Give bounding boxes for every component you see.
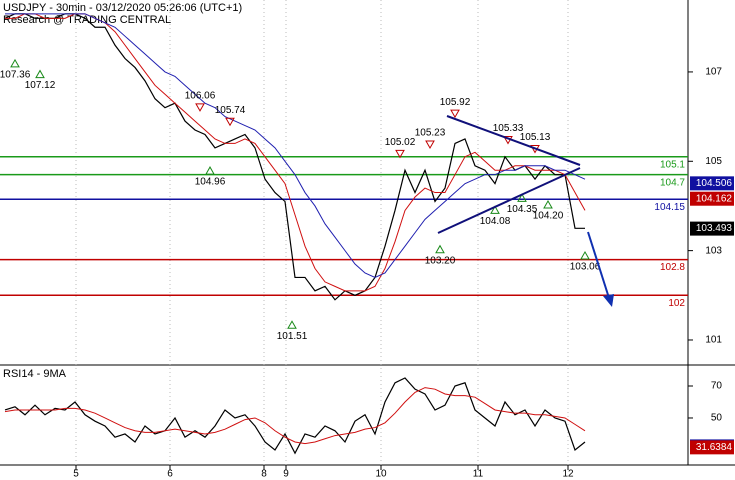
swing-high-label: 106.06 bbox=[185, 91, 216, 102]
level-label-bg bbox=[640, 176, 686, 189]
swing-low-label: 104.35 bbox=[507, 204, 538, 215]
x-tick-label: 9 bbox=[283, 469, 289, 480]
pattern bbox=[437, 115, 581, 234]
level-label-bg bbox=[640, 261, 686, 274]
x-tick-label: 8 bbox=[261, 469, 267, 480]
x-tick-label: 5 bbox=[73, 469, 79, 480]
y-tick-label: 107 bbox=[705, 67, 722, 78]
swing-low-marker bbox=[543, 200, 553, 209]
swing-low-marker bbox=[435, 244, 445, 254]
swing-low-marker bbox=[205, 166, 215, 175]
arrow bbox=[587, 231, 614, 307]
swing-high-label: 105.13 bbox=[520, 132, 551, 143]
level-label-bg bbox=[640, 297, 686, 310]
level-label-bg bbox=[640, 158, 686, 171]
x-tick-label: 6 bbox=[167, 469, 173, 480]
swing-high-label: 105.92 bbox=[440, 97, 471, 108]
swing-low-label: 104.96 bbox=[195, 177, 226, 188]
swing-high-label: 105.74 bbox=[215, 105, 246, 116]
price-tag-label: 31.6384 bbox=[696, 442, 733, 453]
swing-high-label: 105.23 bbox=[415, 128, 446, 139]
swing-high-marker bbox=[425, 140, 435, 150]
panel-title: RSI14 - 9MA bbox=[3, 368, 67, 380]
level-label: 104.15 bbox=[654, 202, 685, 213]
level-label: 104.7 bbox=[660, 177, 685, 188]
swing-low-label: 101.51 bbox=[277, 331, 308, 342]
swing-low-marker bbox=[10, 58, 20, 68]
y-tick-label: 101 bbox=[705, 335, 722, 346]
swing-low-marker bbox=[517, 193, 527, 202]
price-line bbox=[4, 377, 586, 455]
level-label-bg bbox=[640, 201, 686, 214]
chart-title: USDJPY - 30min - 03/12/2020 05:26:06 (UT… bbox=[3, 2, 242, 14]
swing-low-label: 107.36 bbox=[0, 69, 31, 80]
swing-low-label: 103.20 bbox=[425, 255, 456, 266]
trend-line bbox=[437, 167, 581, 234]
price-tag-label: 103.493 bbox=[696, 223, 733, 234]
swing-high-marker bbox=[195, 103, 205, 112]
x-tick-label: 12 bbox=[562, 469, 574, 480]
price-tag-label: 104.162 bbox=[696, 193, 733, 204]
swing-low-marker bbox=[580, 250, 590, 260]
level-label: 102.8 bbox=[660, 262, 685, 273]
price-tag bbox=[690, 440, 734, 455]
moving-average bbox=[5, 13, 586, 278]
level-label: 102 bbox=[668, 298, 685, 309]
swing-low-label: 104.08 bbox=[480, 216, 511, 227]
swing-low-label: 107.12 bbox=[25, 80, 56, 91]
swing-low-marker bbox=[287, 320, 297, 329]
price-tag-label: 104.506 bbox=[696, 178, 733, 189]
price-tag bbox=[690, 221, 734, 236]
arrow-head bbox=[603, 294, 614, 307]
swing-high-marker bbox=[225, 117, 235, 127]
price-tag bbox=[690, 176, 734, 191]
y-tick-label: 50 bbox=[711, 413, 723, 424]
swing-high-marker bbox=[395, 149, 405, 159]
swing-high-label: 105.33 bbox=[493, 123, 524, 134]
level-label: 105.1 bbox=[660, 159, 685, 170]
swing-high-label: 105.02 bbox=[385, 137, 416, 148]
swing-low-marker bbox=[490, 205, 500, 214]
swing-low-label: 103.06 bbox=[570, 262, 601, 273]
y-tick-label: 105 bbox=[705, 156, 722, 167]
y-tick-label: 103 bbox=[705, 245, 722, 256]
x-tick-label: 11 bbox=[473, 469, 484, 480]
y-tick-label: 70 bbox=[711, 381, 723, 392]
moving-average bbox=[4, 387, 586, 445]
swing-low-marker bbox=[35, 69, 45, 79]
swing-low-label: 104.20 bbox=[533, 211, 564, 222]
price-tag bbox=[690, 191, 734, 206]
arrow-shaft bbox=[587, 231, 610, 299]
x-tick-label: 10 bbox=[375, 469, 387, 480]
trend-line bbox=[446, 115, 581, 166]
swing-high-marker bbox=[450, 109, 460, 119]
